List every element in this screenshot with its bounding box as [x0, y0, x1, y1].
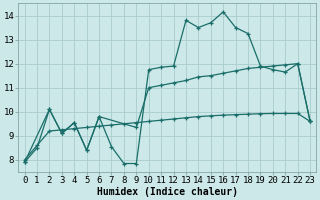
X-axis label: Humidex (Indice chaleur): Humidex (Indice chaleur) [97, 186, 238, 197]
